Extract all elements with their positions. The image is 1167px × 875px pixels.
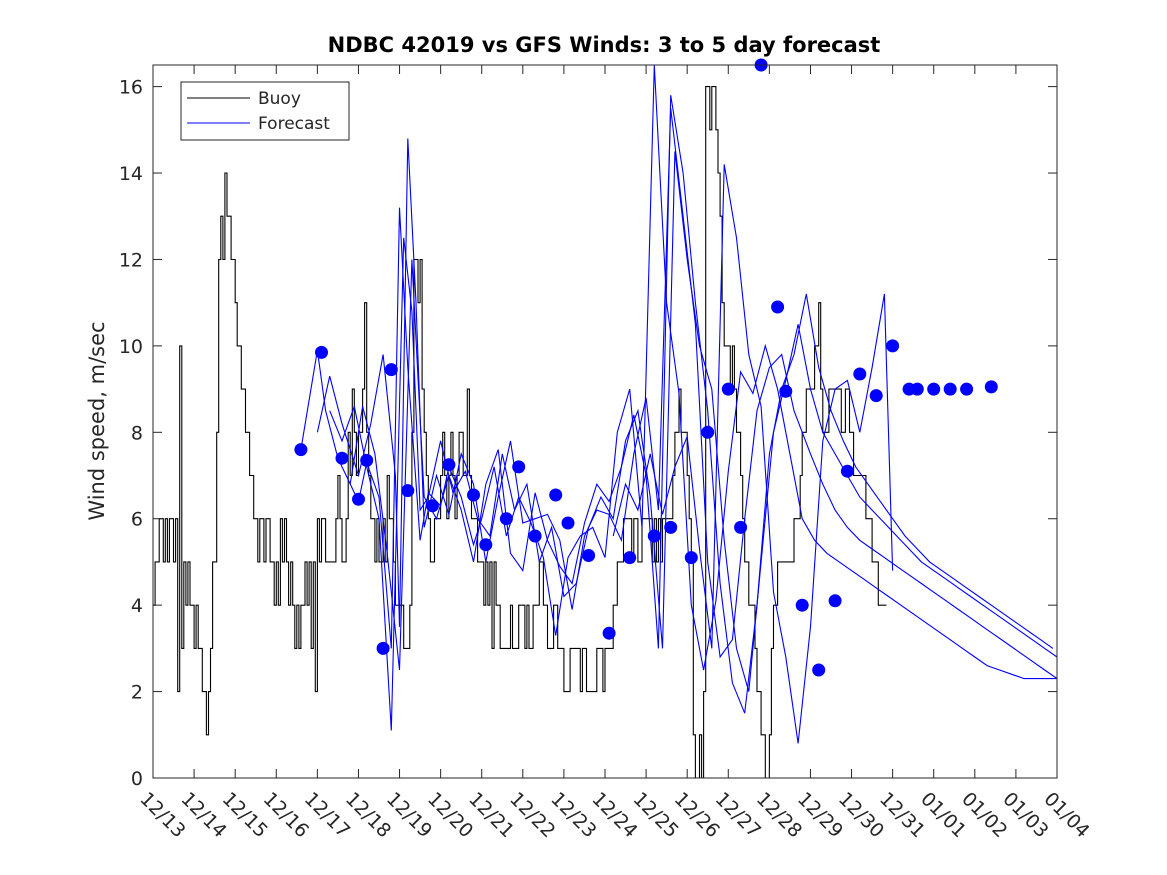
y-tick-label: 4: [131, 595, 143, 617]
forecast-marker: [602, 626, 616, 640]
chart-title: NDBC 42019 vs GFS Winds: 3 to 5 day fore…: [328, 33, 881, 57]
y-tick-label: 16: [119, 77, 143, 99]
forecast-line-3: [329, 151, 1058, 731]
forecast-marker: [360, 453, 374, 467]
forecast-marker: [734, 520, 748, 534]
forecast-marker: [910, 382, 924, 396]
forecast-marker: [384, 363, 398, 377]
forecast-series: [300, 64, 1058, 744]
forecast-line-5: [612, 164, 894, 744]
legend-box: [180, 81, 350, 141]
forecast-marker: [467, 488, 480, 502]
legend: Buoy Forecast: [180, 81, 350, 141]
y-tick-label: 14: [119, 163, 143, 185]
y-axis: 0 2 4 6 8 10 12 14 16: [119, 77, 1057, 790]
forecast-marker: [943, 382, 957, 396]
buoy-series: [153, 86, 887, 779]
forecast-marker: [623, 551, 637, 565]
forecast-line-4: [349, 95, 1054, 714]
forecast-marker: [869, 389, 883, 403]
forecast-marker: [984, 380, 998, 394]
forecast-marker: [812, 663, 826, 677]
legend-label-forecast: Forecast: [258, 114, 330, 134]
y-tick-label: 10: [119, 336, 143, 358]
forecast-marker: [684, 551, 698, 565]
forecast-marker: [664, 520, 678, 534]
forecast-marker: [582, 549, 596, 562]
forecast-marker: [499, 512, 513, 526]
forecast-marker: [840, 464, 854, 478]
forecast-marker: [479, 538, 493, 552]
forecast-marker: [647, 529, 661, 543]
y-tick-label: 0: [131, 768, 143, 790]
buoy-line: [153, 86, 887, 779]
forecast-marker: [401, 484, 415, 498]
y-tick-label: 2: [131, 682, 143, 704]
forecast-marker: [335, 451, 349, 465]
forecast-line-2: [316, 108, 1058, 680]
y-tick-label: 12: [119, 249, 143, 271]
forecast-marker: [352, 492, 365, 506]
forecast-marker: [886, 339, 900, 353]
forecast-marker: [376, 641, 390, 655]
y-tick-label: 8: [131, 422, 143, 444]
forecast-marker: [549, 488, 563, 502]
forecast-marker: [294, 443, 308, 457]
y-axis-label: Wind speed, m/sec: [85, 321, 109, 520]
forecast-marker: [779, 384, 793, 398]
forecast-marker: [771, 300, 785, 314]
forecast-marker: [442, 458, 456, 472]
forecast-marker: [795, 598, 809, 612]
forecast-marker: [701, 425, 715, 439]
legend-label-buoy: Buoy: [258, 89, 301, 109]
forecast-marker: [425, 499, 439, 513]
forecast-marker: [512, 460, 526, 474]
forecast-marker: [853, 367, 867, 381]
forecast-marker: [721, 382, 735, 396]
forecast-marker: [528, 529, 542, 543]
forecast-markers: [294, 58, 998, 677]
forecast-marker: [828, 594, 842, 608]
y-tick-label: 6: [131, 509, 143, 531]
forecast-marker: [960, 382, 974, 396]
forecast-marker: [315, 345, 328, 359]
forecast-marker: [561, 516, 575, 530]
forecast-marker: [927, 382, 941, 396]
